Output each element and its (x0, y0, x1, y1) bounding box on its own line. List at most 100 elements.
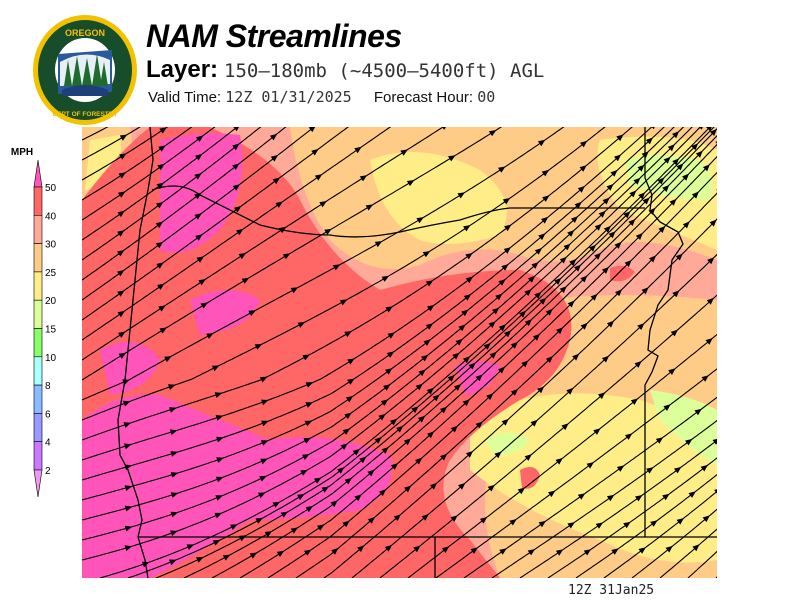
streamline-arrow (501, 264, 509, 271)
streamline-arrow (345, 395, 354, 403)
streamline-arrow (260, 440, 269, 446)
streamline-arrow (623, 521, 631, 529)
streamline-arrow (305, 505, 314, 513)
streamline-arrow (598, 210, 606, 218)
streamline-arrow (425, 280, 434, 287)
streamline-arrow (502, 197, 511, 205)
colorbar-tick-label: 8 (45, 381, 51, 392)
colorbar-segment (33, 328, 43, 358)
streamline-arrow (629, 190, 637, 198)
streamline-arrow (579, 165, 587, 172)
streamline-arrow (300, 469, 308, 476)
streamline-arrow (465, 276, 474, 284)
streamline-arrow (297, 322, 305, 328)
streamline-arrow (657, 177, 665, 185)
streamline-arrow (594, 223, 602, 231)
streamline-arrow (324, 228, 332, 235)
oregon-coastline (117, 127, 154, 578)
streamline-arrow (385, 306, 393, 313)
streamline (82, 127, 169, 181)
streamline-arrow (264, 531, 273, 538)
streamline-arrow (118, 352, 127, 359)
shading-magenta (82, 133, 500, 578)
streamline-arrow (545, 308, 553, 316)
streamline-arrow (537, 386, 545, 394)
streamline-arrow (275, 201, 283, 208)
streamline-arrow (475, 374, 483, 382)
colorbar-segment (33, 243, 43, 273)
streamline-arrow (260, 458, 268, 465)
streamline (82, 127, 141, 161)
streamline-arrow (649, 255, 657, 263)
streamline-arrow (365, 204, 374, 211)
colorbar-segment (33, 441, 43, 471)
streamline-arrow (290, 287, 299, 294)
streamline-arrow (212, 539, 221, 546)
streamline-arrow (232, 163, 240, 170)
streamline-arrow (194, 192, 202, 200)
streamline-arrow (216, 436, 224, 443)
streamline (82, 127, 349, 321)
streamline-arrow (714, 489, 717, 494)
streamline-arrow (672, 131, 680, 139)
streamline-arrow (214, 392, 223, 398)
streamline-arrow (531, 262, 539, 269)
streamline-arrow (539, 297, 547, 305)
streamline-arrow (406, 180, 415, 187)
streamline-arrow (206, 333, 214, 339)
streamline-arrow (216, 457, 224, 463)
streamline-arrow (706, 297, 714, 305)
streamline-arrow (461, 309, 469, 317)
streamline-arrow (411, 406, 419, 414)
streamline-arrow (157, 163, 165, 171)
streamline-arrow (404, 485, 412, 493)
streamline-arrow (164, 356, 172, 363)
streamline-arrow (616, 134, 624, 142)
streamline-arrow (538, 233, 546, 241)
streamline-arrow (393, 514, 401, 521)
streamline-arrow (541, 216, 549, 224)
streamline-arrow (610, 169, 618, 177)
colorbar-segment (33, 271, 43, 301)
streamline-arrow (186, 544, 195, 550)
streamline-arrow (425, 323, 434, 330)
streamline-arrow (554, 277, 562, 285)
streamline-arrow (709, 128, 717, 136)
streamline-arrow (503, 247, 511, 254)
streamline-arrow (488, 130, 497, 137)
streamline-arrow (479, 517, 488, 524)
streamline-arrow (601, 355, 610, 363)
streamline (407, 333, 717, 578)
streamline-arrow (662, 493, 670, 501)
streamline-arrow (413, 545, 421, 553)
streamline-arrow (442, 127, 447, 130)
streamline-arrow (691, 143, 699, 151)
streamline-arrow (321, 486, 329, 493)
streamline-arrow (342, 520, 350, 528)
streamline-arrow (527, 549, 536, 556)
streamline (519, 439, 717, 578)
streamline-arrow (215, 415, 224, 421)
streamline-arrow (159, 327, 167, 334)
streamline-arrow (311, 148, 319, 156)
svg-text:OREGON: OREGON (65, 28, 105, 38)
streamline-arrow (463, 225, 471, 232)
streamline-arrow (462, 399, 470, 407)
streamline-arrow (685, 438, 693, 446)
streamline-arrow (337, 467, 345, 474)
streamline-arrow (156, 262, 164, 269)
streamline-arrow (458, 324, 466, 332)
streamline-arrow (119, 134, 128, 141)
streamline-arrow (290, 527, 299, 534)
streamline-arrow (566, 387, 574, 395)
streamline-arrow (383, 384, 391, 391)
streamline-arrow (158, 145, 166, 152)
streamline-arrow (580, 322, 588, 330)
streamline-arrow (124, 525, 133, 532)
streamline-arrow (524, 454, 532, 461)
colorbar-segment (33, 215, 43, 244)
streamline-arrow (159, 127, 167, 134)
streamline-arrow (155, 201, 164, 209)
layer-info: Layer: 150–180mb (~4500–5400ft) AGL (146, 56, 544, 84)
streamline-arrow (340, 443, 348, 450)
